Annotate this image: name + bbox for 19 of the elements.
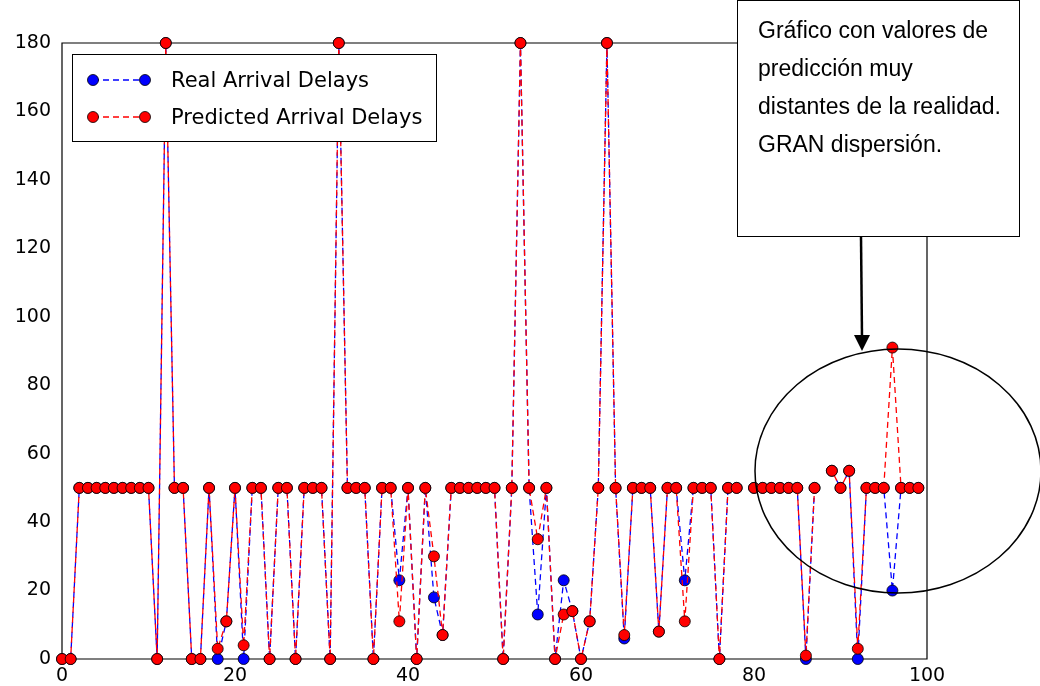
x-tick-label: 40 bbox=[395, 663, 421, 686]
y-tick-label: 160 bbox=[14, 98, 51, 121]
legend-label: Real Arrival Delays bbox=[171, 67, 370, 92]
note-box: Gráfico con valores de predicción muy distantes de la realidad. GRAN dispersión. bbox=[737, 0, 1020, 237]
x-tick-label: 100 bbox=[908, 663, 946, 686]
x-tick-label: 20 bbox=[222, 663, 248, 686]
y-tick-label: 140 bbox=[14, 166, 51, 189]
y-tick-label: 120 bbox=[14, 235, 51, 258]
x-tick-label: 60 bbox=[568, 663, 594, 686]
y-tick-label: 0 bbox=[38, 645, 51, 668]
y-tick-label: 80 bbox=[26, 372, 51, 395]
x-tick-label: 0 bbox=[55, 663, 69, 686]
x-tick-label: 80 bbox=[741, 663, 767, 686]
y-tick-label: 60 bbox=[26, 440, 51, 463]
y-tick-label: 180 bbox=[14, 29, 51, 52]
legend-label: Predicted Arrival Delays bbox=[171, 104, 423, 129]
y-tick-label: 40 bbox=[26, 509, 51, 532]
y-tick-label: 100 bbox=[14, 303, 51, 326]
y-tick-label: 20 bbox=[26, 577, 51, 600]
